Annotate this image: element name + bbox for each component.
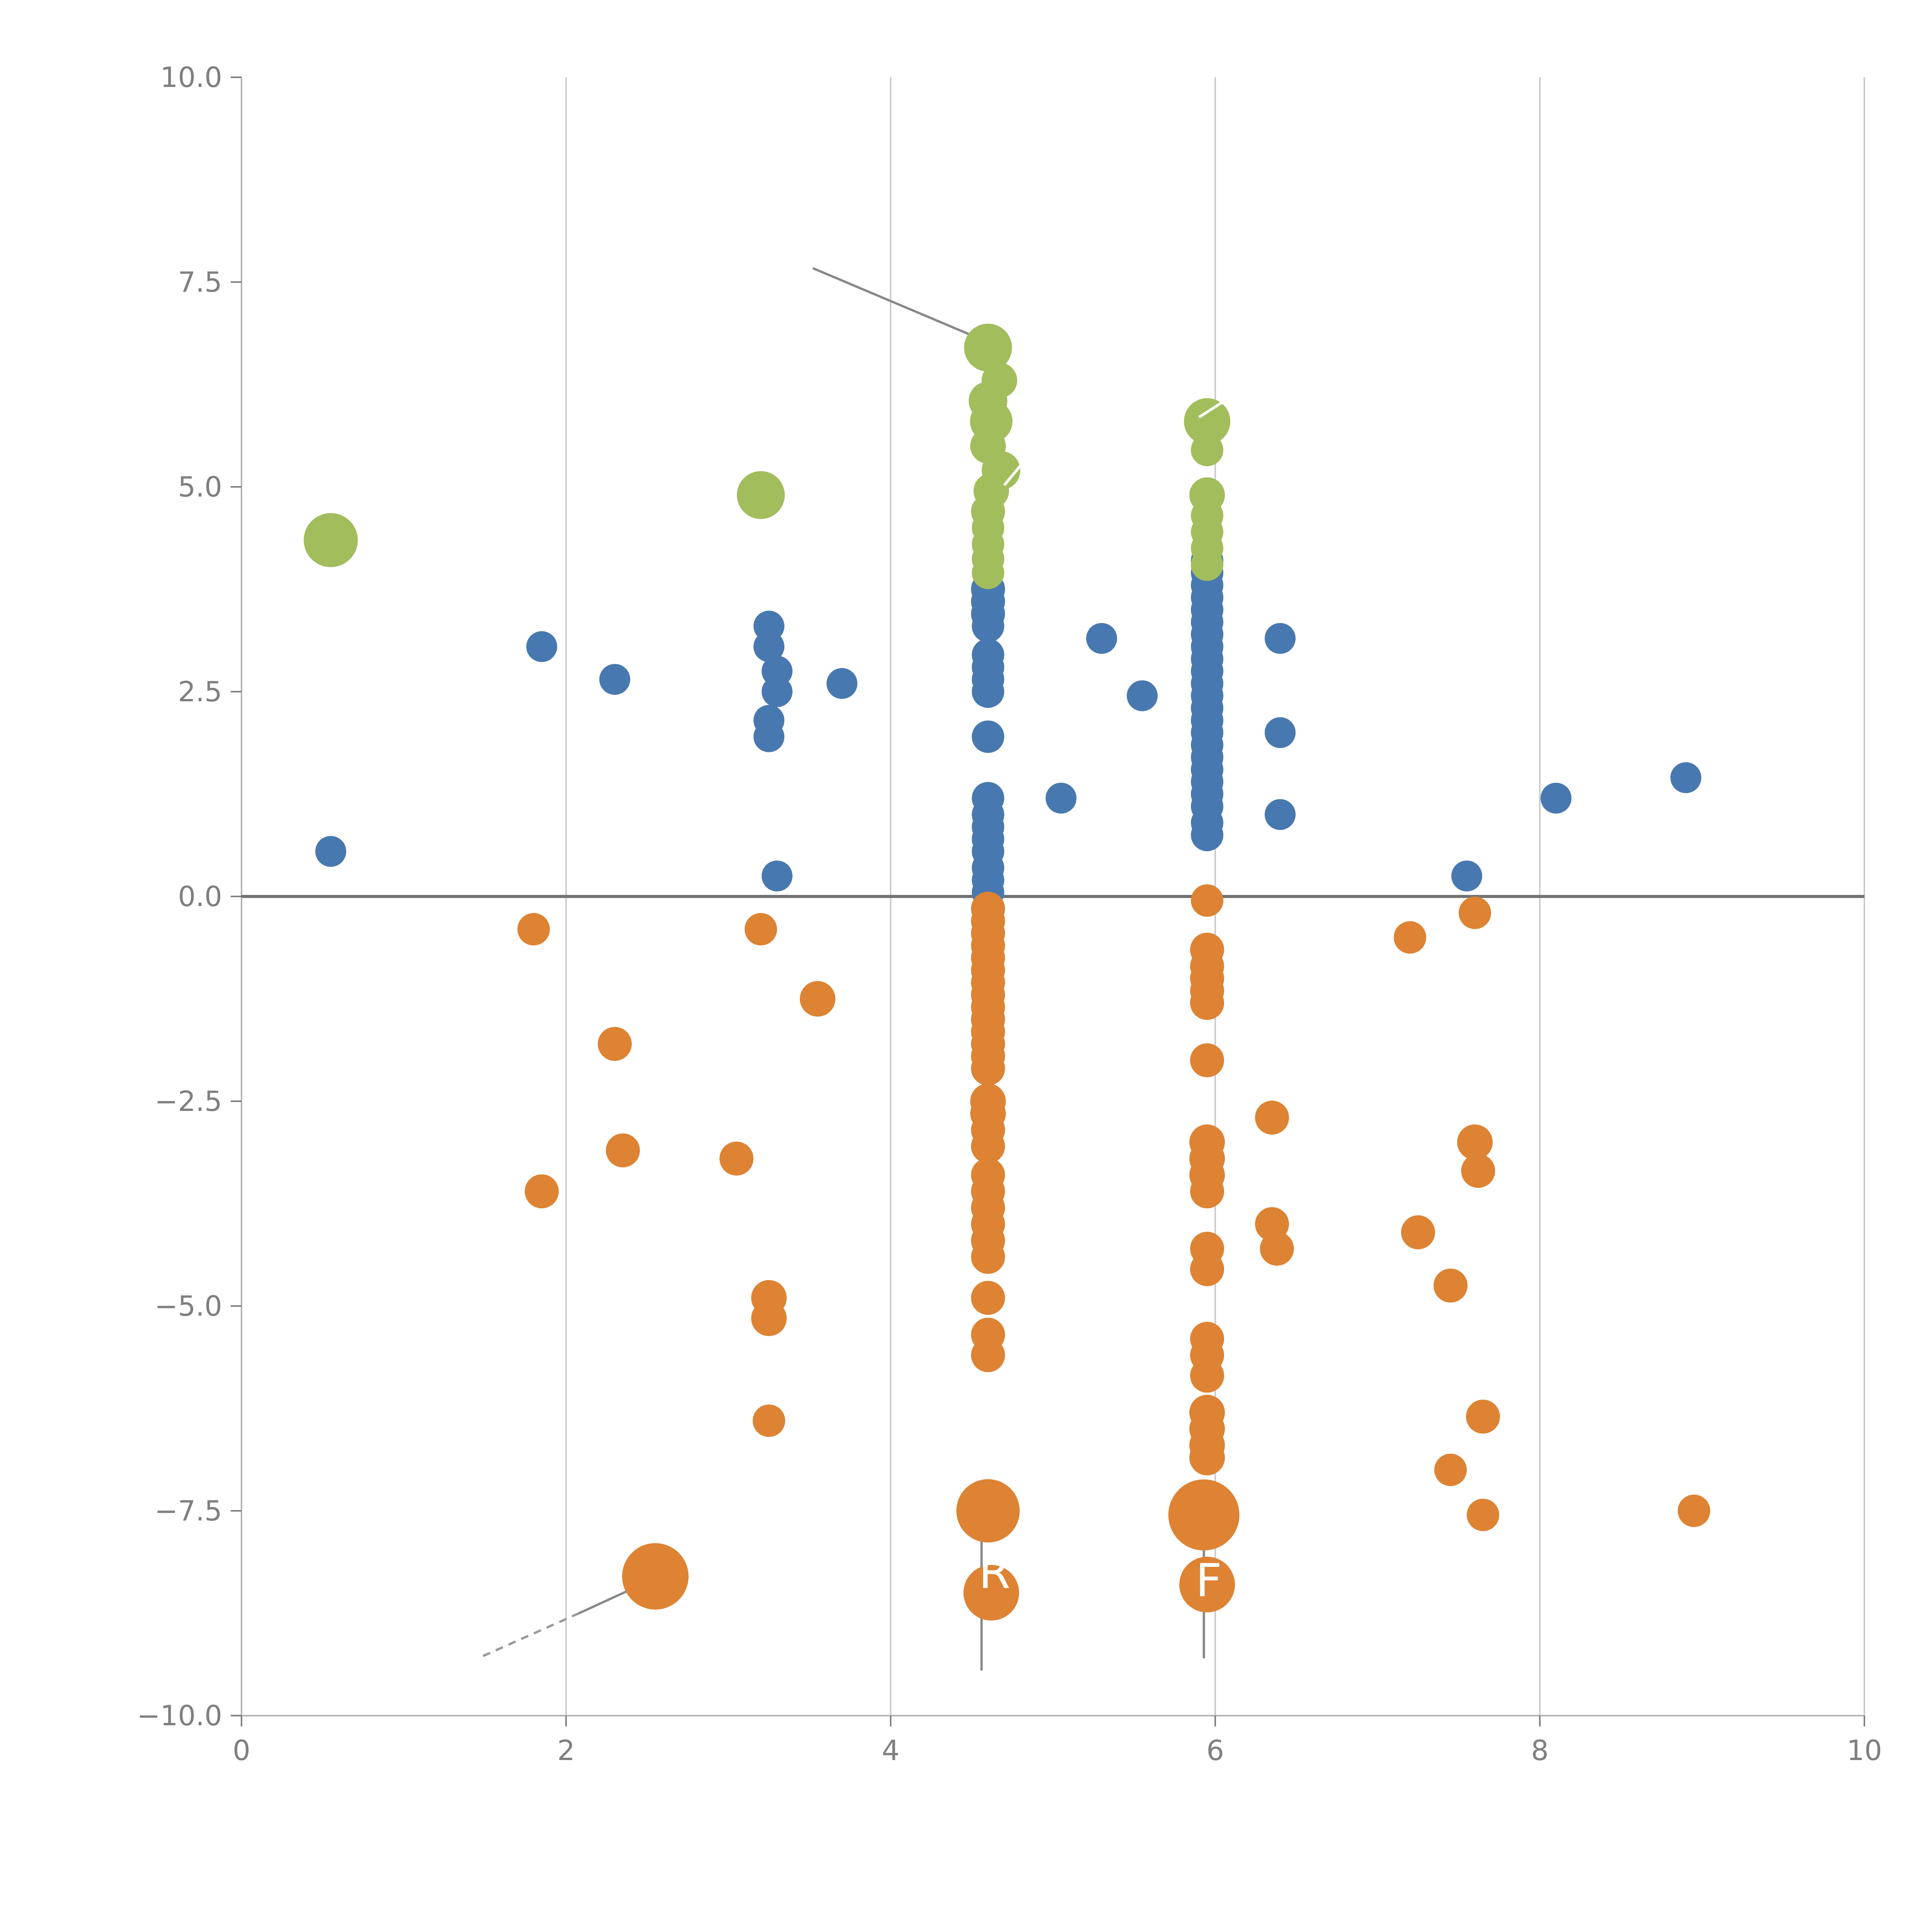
orange-point	[622, 1543, 689, 1610]
green-point	[737, 471, 785, 519]
series-orange	[517, 884, 1710, 1621]
orange-point	[1190, 1043, 1224, 1077]
orange-point	[1168, 1479, 1240, 1551]
orange-point	[1190, 1252, 1224, 1286]
orange-point	[517, 913, 550, 946]
orange-point	[1459, 896, 1491, 929]
annotation-label-F: F	[1196, 1554, 1222, 1607]
orange-point	[1255, 1100, 1289, 1135]
annotation-line	[1198, 397, 1229, 418]
orange-point	[971, 1338, 1005, 1372]
orange-point	[1179, 1556, 1235, 1612]
orange-point	[606, 1133, 640, 1168]
orange-point	[745, 913, 777, 946]
y-tick-label: 7.5	[178, 266, 222, 298]
green-point	[1191, 548, 1223, 581]
series-green	[304, 323, 1230, 589]
orange-point	[1190, 986, 1224, 1020]
orange-point	[751, 1300, 787, 1336]
blue-point	[753, 721, 784, 752]
blue-point	[1265, 623, 1296, 654]
blue-point	[315, 836, 346, 867]
orange-point	[800, 981, 835, 1017]
x-tick-label: 4	[882, 1734, 900, 1767]
orange-point	[963, 1565, 1019, 1621]
orange-point	[598, 1027, 632, 1061]
y-tick-label: 0.0	[178, 880, 222, 913]
x-tick-label: 2	[557, 1734, 575, 1767]
blue-point	[1451, 861, 1482, 891]
orange-point	[1401, 1215, 1435, 1250]
y-tick-label: 10.0	[160, 61, 222, 94]
x-tick-label: 6	[1206, 1734, 1224, 1767]
green-point	[972, 556, 1004, 589]
blue-point	[972, 675, 1004, 708]
y-tick-label: −2.5	[155, 1085, 222, 1117]
orange-point	[971, 1281, 1005, 1315]
blue-point	[599, 664, 630, 695]
blue-point	[1265, 717, 1296, 748]
orange-point	[971, 1051, 1005, 1086]
orange-point	[1461, 1154, 1495, 1188]
green-point	[1184, 398, 1230, 445]
orange-point	[1467, 1498, 1499, 1531]
y-tick-label: −7.5	[155, 1495, 222, 1527]
blue-point	[762, 676, 793, 707]
annotation-line	[481, 1612, 580, 1658]
annotation-line	[812, 267, 973, 337]
orange-point	[719, 1141, 753, 1176]
annotation-line	[1003, 455, 1030, 486]
orange-point	[1434, 1269, 1468, 1303]
blue-point	[1046, 782, 1077, 814]
orange-point	[956, 1479, 1020, 1543]
orange-point	[1466, 1400, 1500, 1434]
orange-point	[1434, 1454, 1467, 1486]
orange-point	[1260, 1231, 1294, 1266]
x-tick-label: 8	[1531, 1734, 1549, 1767]
orange-point	[1191, 884, 1223, 917]
orange-point	[1189, 1440, 1225, 1476]
blue-point	[972, 720, 1004, 753]
y-tick-label: 5.0	[178, 471, 222, 503]
blue-point	[1265, 799, 1296, 830]
blue-point	[972, 610, 1004, 643]
orange-point	[1457, 1124, 1493, 1160]
x-tick-label: 10	[1847, 1734, 1882, 1767]
blue-point	[1127, 680, 1158, 711]
green-point	[1191, 434, 1223, 466]
orange-point	[525, 1174, 559, 1209]
blue-point	[827, 668, 857, 699]
green-point	[304, 513, 358, 567]
orange-point	[1394, 921, 1426, 954]
blue-point	[1086, 623, 1117, 654]
orange-point	[1678, 1495, 1710, 1527]
orange-point	[971, 1240, 1005, 1274]
x-tick-label: 0	[233, 1734, 250, 1767]
y-tick-label: 2.5	[178, 675, 222, 708]
annotation-label-R: R	[979, 1546, 1010, 1599]
y-tick-label: −10.0	[137, 1699, 222, 1732]
blue-point	[1191, 819, 1223, 851]
orange-point	[1190, 1174, 1224, 1209]
blue-point	[753, 631, 784, 662]
blue-point	[1541, 782, 1571, 814]
blue-point	[1670, 762, 1701, 793]
blue-point	[526, 631, 557, 662]
orange-point	[753, 1404, 785, 1437]
blue-point	[762, 861, 793, 891]
orange-point	[971, 1129, 1005, 1163]
green-point	[964, 323, 1012, 372]
orange-point	[1190, 1359, 1224, 1393]
series-blue	[315, 544, 1701, 909]
y-tick-label: −5.0	[155, 1290, 222, 1322]
